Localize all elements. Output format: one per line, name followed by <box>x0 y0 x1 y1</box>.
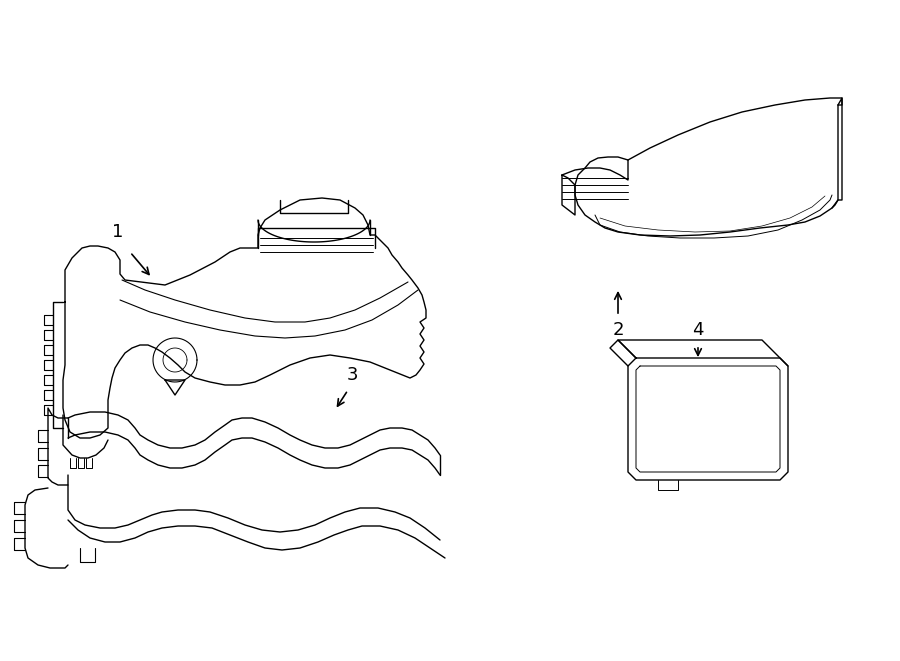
Text: 1: 1 <box>112 223 123 241</box>
Text: 3: 3 <box>346 366 358 384</box>
Text: 4: 4 <box>692 321 704 339</box>
Text: 2: 2 <box>612 321 624 339</box>
